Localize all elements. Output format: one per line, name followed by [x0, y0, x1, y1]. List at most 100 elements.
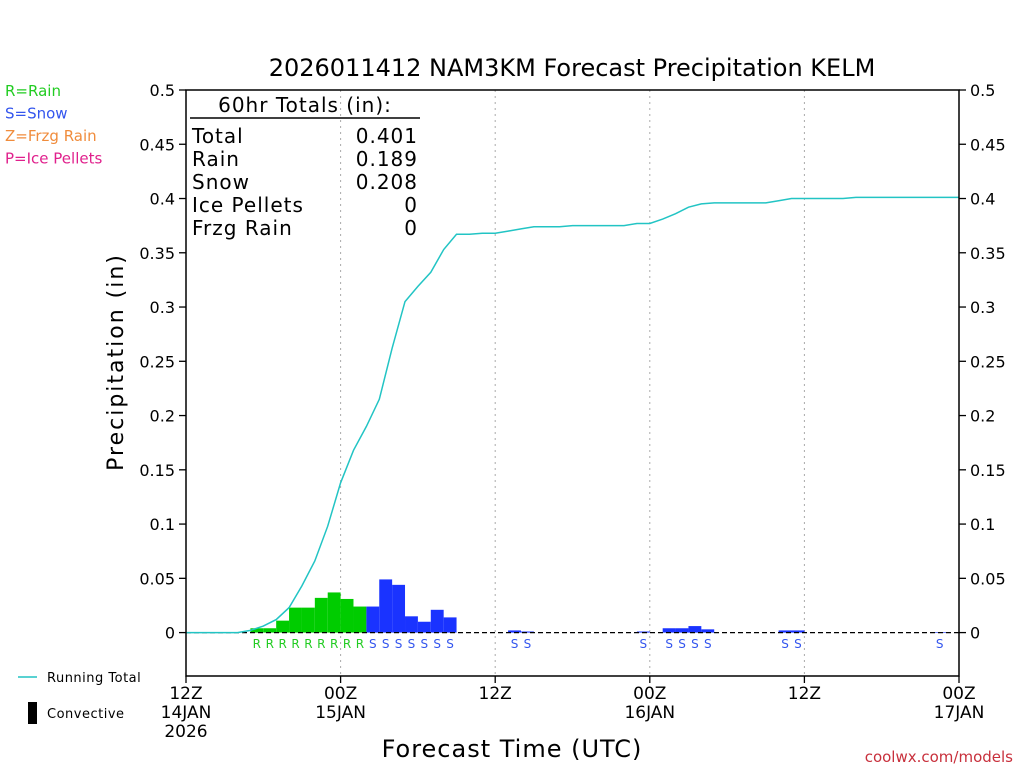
precip-bar [675, 628, 689, 633]
totals-row-label: Rain [192, 147, 240, 171]
x-tick-label: 12Z [169, 684, 202, 704]
running-total-series [186, 196, 959, 634]
x-tick-label: 00Z [942, 684, 975, 704]
precip-type-label: R [343, 637, 351, 651]
y-tick-label-right: 0.5 [970, 81, 995, 100]
precip-bar [688, 626, 702, 633]
totals-row-value: 0 [404, 193, 418, 217]
precip-bar [276, 620, 290, 633]
legend-entry-label: Running Total [47, 671, 141, 686]
y-tick-label: 0.25 [139, 352, 175, 371]
y-tick-label: 0 [165, 624, 175, 643]
x-tick-label: 15JAN [315, 703, 366, 723]
precip-type-label: R [330, 637, 338, 651]
precip-type-label: S [794, 637, 802, 651]
totals-row-value: 0 [404, 216, 418, 240]
y-tick-label-right: 0.45 [970, 135, 1006, 154]
precip-bar [250, 628, 264, 633]
precip-bar [353, 606, 367, 633]
precip-bar [289, 607, 302, 633]
totals-row-value: 0.189 [356, 147, 418, 171]
x-tick-label: 14JAN [161, 703, 212, 723]
plot-frame [185, 89, 960, 677]
precip-type-label: S [408, 637, 416, 651]
x-tick-label: 00Z [633, 684, 666, 704]
precip-bar [314, 597, 328, 633]
x-axis-label: Forecast Time (UTC) [382, 735, 643, 763]
precip-bar [417, 621, 431, 633]
y-tick-label: 0.5 [150, 81, 175, 100]
precip-bar [520, 631, 534, 633]
y-tick-label-right: 0.25 [970, 352, 1006, 371]
precip-type-label: S [446, 637, 454, 651]
x-tick-label: 2026 [164, 722, 207, 742]
precip-type-legend: R=Rain S=Snow Z=Frzg Rain P=Ice Pellets [5, 82, 102, 168]
precip-type-label: S [640, 637, 648, 651]
y-tick-label: 0.2 [150, 407, 175, 426]
y-tick-label: 0.45 [139, 135, 175, 154]
precip-bar [508, 630, 521, 633]
precip-type-label: R [317, 637, 325, 651]
precip-type-label: S [704, 637, 712, 651]
y-tick-label-right: 0.05 [970, 569, 1006, 588]
precip-type-label: S [691, 637, 699, 651]
precip-bar [778, 630, 792, 633]
precip-bar [392, 584, 406, 633]
y-tick-label-right: 0.15 [970, 461, 1006, 480]
y-tick-label: 0.35 [139, 244, 175, 263]
y-tick-label-right: 0.4 [970, 190, 995, 209]
y-tick-label-right: 0.3 [970, 298, 995, 317]
precip-type-label: R [291, 637, 299, 651]
totals-header: 60hr Totals (in): [218, 93, 392, 117]
watermark-text: coolwx.com/models [865, 748, 1013, 766]
precip-type-label: R [278, 637, 286, 651]
totals-row-value: 0.208 [356, 170, 418, 194]
precip-bar [379, 579, 393, 633]
totals-row-label: Frzg Rain [192, 216, 293, 240]
gridlines [340, 90, 805, 676]
y-tick-label: 0.05 [139, 569, 175, 588]
precip-type-label: S [936, 637, 944, 651]
precip-type-label: S [382, 637, 390, 651]
x-tick-label: 12Z [479, 684, 512, 704]
type-legend-entry: R=Rain [5, 82, 61, 100]
precip-bar [791, 630, 805, 633]
precip-bar [301, 607, 315, 633]
precip-type-label: S [433, 637, 441, 651]
precip-bar [405, 616, 418, 633]
precip-type-label: R [266, 637, 274, 651]
precip-type-label: S [511, 637, 519, 651]
precip-type-label: S [665, 637, 673, 651]
y-axis-right: 0 0.05 0.1 0.15 0.2 0.25 0.3 0.35 0.4 0.45 0.5 [959, 81, 1006, 643]
precip-type-label: R [356, 637, 364, 651]
y-axis-label: Precipitation (in) [104, 253, 129, 471]
precip-type-label: S [781, 637, 789, 651]
totals-row-label: Total [191, 124, 244, 148]
precip-bar [430, 609, 444, 633]
y-tick-label: 0.15 [139, 461, 175, 480]
chart-title: 2026011412 NAM3KM Forecast Precipitation… [269, 54, 876, 82]
totals-row-value: 0.401 [356, 124, 418, 148]
legend-bar-swatch [28, 702, 37, 724]
precip-type-label: S [678, 637, 686, 651]
precip-type-label: S [421, 637, 429, 651]
precip-type-label: R [253, 637, 261, 651]
totals-row-label: Ice Pellets [192, 193, 304, 217]
precip-bar [340, 598, 354, 633]
precip-bar [662, 628, 676, 633]
y-tick-label: 0.4 [150, 190, 175, 209]
type-legend-entry: S=Snow [5, 105, 68, 123]
totals-row-label: Snow [192, 170, 250, 194]
precip-bar [366, 606, 380, 633]
precip-type-label: R [304, 637, 312, 651]
x-tick-label: 17JAN [934, 703, 985, 723]
type-legend-entry: Z=Frzg Rain [5, 127, 97, 145]
precip-bars [250, 579, 947, 633]
precip-type-label: S [524, 637, 532, 651]
y-tick-label-right: 0.2 [970, 407, 995, 426]
totals-box: 60hr Totals (in): Total 0.401 Rain 0.189 Sno… [190, 93, 420, 240]
y-tick-label-right: 0 [970, 624, 980, 643]
precip-type-label: S [369, 637, 377, 651]
